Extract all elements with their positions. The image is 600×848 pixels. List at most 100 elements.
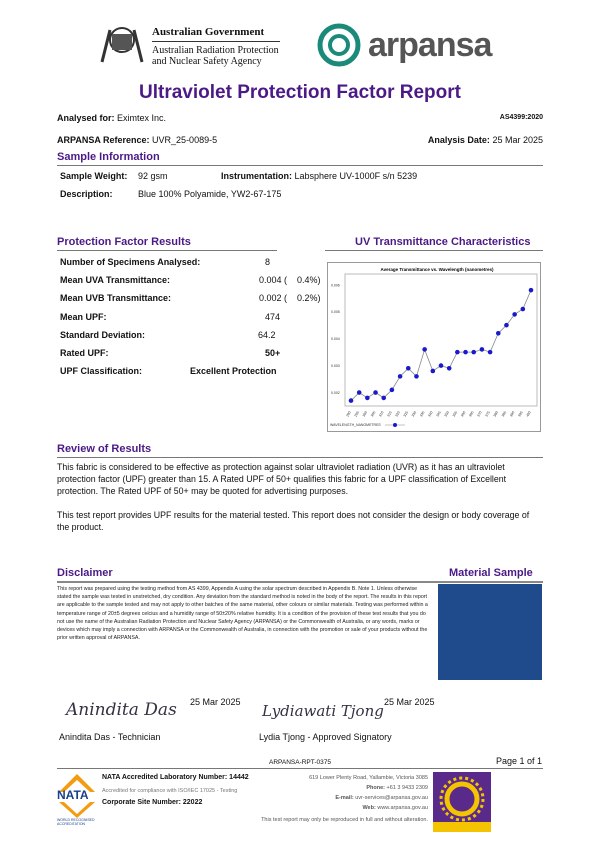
arpansa-logo: arpansa [314,22,492,68]
result-value: 64.2 [258,329,276,340]
instr-label: Instrumentation: [221,171,292,181]
result-label: Mean UVA Transmittance: [60,275,171,286]
data-point [463,349,468,355]
y-tick-label: 0.002 [331,391,340,395]
x-tick-label: 295 [354,410,360,417]
chart-heading: UV Transmittance Characteristics [355,236,531,248]
x-tick-label: 355 [452,410,458,417]
data-point [356,390,362,395]
site-number: Corporate Site Number: 22022 [102,799,203,806]
transmittance-chart: Average Transmittance vs. Wavelength (na… [327,262,541,432]
material-sample-swatch [438,584,542,680]
weight: 92 gsm [138,171,168,181]
chart-title: Average Transmittance vs. Wavelength (na… [381,267,494,272]
x-tick-label: 305 [370,410,376,417]
doc-id: ARPANSA-RPT-0375 [268,759,331,766]
data-point [479,347,485,352]
technician-name: Anindita Das - Technician [59,732,161,742]
x-tick-label: 330 [411,410,417,417]
data-point [405,365,411,371]
analysed-for-label: Analysed for: [57,113,115,123]
y-tick-label: 0.006 [331,283,340,287]
result-value: 0.004 ( [258,275,287,286]
analysed-for: Eximtex Inc. [117,113,167,123]
y-tick-label: 0.005 [331,310,340,314]
data-point [446,365,452,371]
x-tick-label: 350 [444,410,450,417]
signature-technician: Anindita Das [66,700,177,720]
sun-logo-icon [433,772,491,832]
agency-line: Australian Radiation Protection [152,45,279,56]
data-point [365,395,370,401]
y-tick-label: 0.004 [331,337,340,341]
material-sample-heading: Material Sample [449,567,533,579]
nata-logo: NATA WORLD RECOGNISED ACCREDITATION [57,772,97,830]
x-tick-label: 380 [493,410,499,417]
page-number: Page 1 of 1 [495,756,542,766]
data-point [455,349,460,355]
description: Blue 100% Polyamide, YW2-67-175 [138,189,282,199]
data-point [471,349,477,355]
ref-label: ARPANSA Reference: [57,135,150,145]
address: 619 Lower Plenty Road, Yallambie, Victor… [309,775,428,781]
data-point [520,306,526,312]
data-point [438,363,444,368]
x-tick-label: 320 [395,410,401,417]
x-tick-label: 315 [386,410,392,417]
data-point [414,374,419,379]
email-label: E-mail: [335,795,354,801]
result-value: 0.002 ( [258,293,287,304]
web-link[interactable]: www.arpansa.gov.au [377,805,428,811]
result-label: Number of Specimens Analysed: [60,257,201,267]
nata-text: NATA [57,788,89,802]
data-point [381,395,387,401]
data-point [373,390,378,395]
x-tick-label: 370 [476,410,482,417]
data-point [389,387,395,393]
ref: UVR_25-0089-5 [152,135,218,145]
sign-date: 25 Mar 2025 [384,697,435,707]
arpansa-logo-icon [317,23,361,67]
phone-label: Phone: [366,785,386,791]
result-label: Standard Deviation: [60,329,146,340]
disclaimer-text: This report was prepared using the testi… [57,586,428,642]
data-point [422,347,427,352]
email-link[interactable]: uvr-services@arpansa.gov.au [355,795,428,801]
result-label: Mean UVB Transmittance: [60,293,172,304]
analysis-date: 25 Mar 2025 [492,135,543,145]
x-tick-label: 375 [485,410,491,417]
x-axis-label: WAVELENGTH_NANOMETRES [330,423,381,427]
reproduction-note: This test report may only be reproduced … [261,817,428,823]
result-label: UPF Classification: [60,366,143,377]
x-tick-label: 290 [345,410,351,417]
weight-label: Sample Weight: [60,171,128,181]
data-point [512,312,517,317]
result-value: Excellent Protection [190,366,277,377]
review-heading: Review of Results [57,443,152,455]
data-point [397,374,403,379]
phone: +61 3 9433 2309 [386,785,428,791]
x-tick-label: 385 [501,410,507,417]
coat-of-arms-icon [98,22,146,64]
gov-name: Australian Government Australian Radiati… [152,26,280,67]
legend-marker [393,423,397,427]
x-tick-label: 310 [378,410,384,417]
plot-area [344,273,538,407]
chart-frame [327,262,541,432]
result-percent: 0.2%) [297,293,321,304]
x-tick-label: 390 [509,410,515,417]
review-text: This fabric is considered to be effectiv… [57,462,507,496]
nata-number: NATA Accredited Laboratory Number: 14442 [102,774,249,781]
data-point [430,368,436,374]
sign-date: 25 Mar 2025 [190,697,241,707]
data-point [528,287,534,293]
result-label: Rated UPF: [60,348,109,358]
nata-sub: WORLD RECOGNISED ACCREDITATION [57,818,95,826]
result-value: 50+ [265,348,281,358]
x-tick-label: 365 [468,410,474,417]
review-text-2: This test report provides UPF results fo… [57,510,530,532]
brand-name: arpansa [368,25,492,64]
instrumentation: Labsphere UV-1000F s/n 5239 [294,171,418,181]
sample-heading: Sample Information [57,151,160,163]
results-heading: Protection Factor Results [57,236,191,248]
